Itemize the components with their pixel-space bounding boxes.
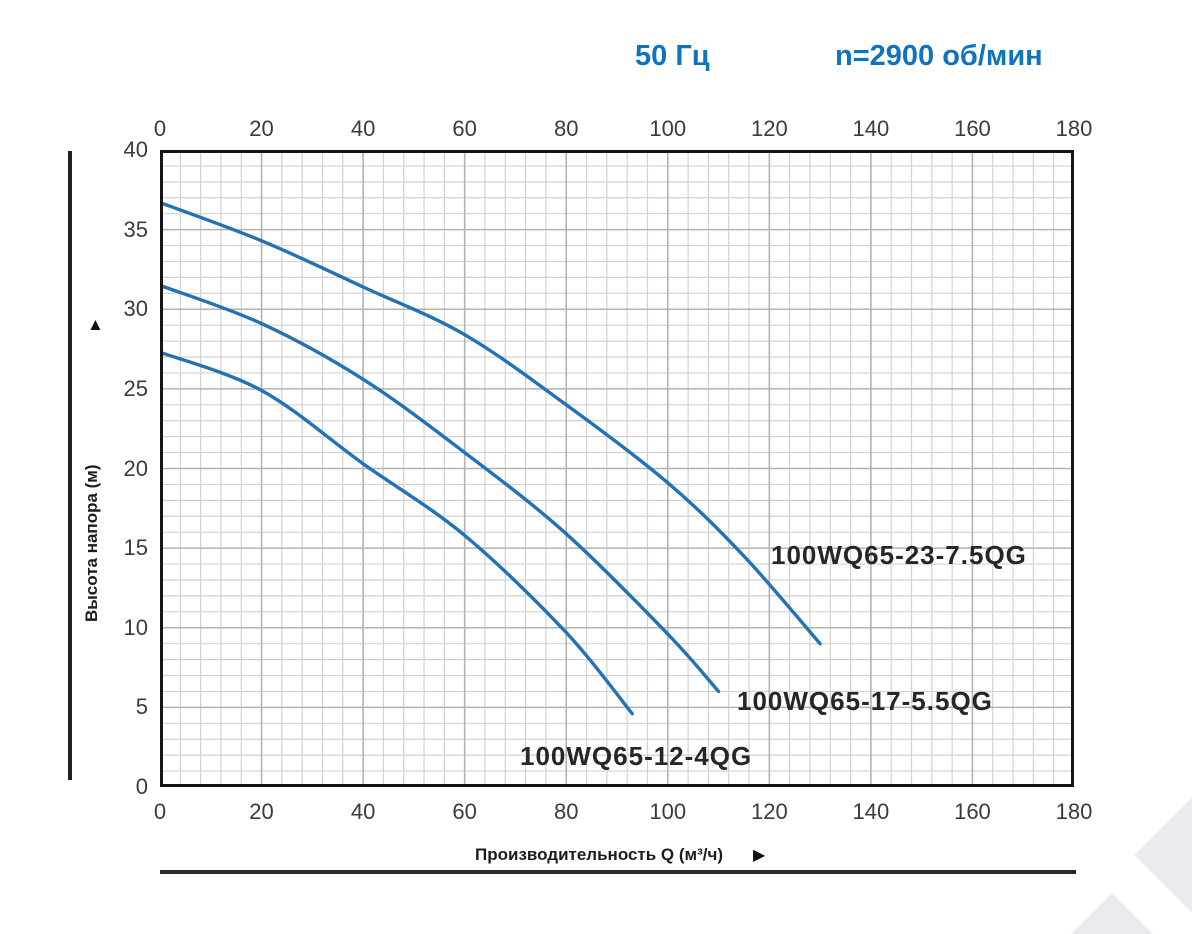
y-axis-tick-label: 20 [123,455,148,481]
y-axis-tick-label: 35 [123,216,148,242]
y-axis-tick-label: 0 [135,774,148,799]
curve-label-100WQ65-17-5.5QG: 100WQ65-17-5.5QG [737,686,993,716]
x-axis-title-row: Производительность Q (м³/ч) ▶ [475,845,765,865]
y-axis-up-arrow-icon: ▲ [87,315,104,334]
curve-label-100WQ65-23-7.5QG: 100WQ65-23-7.5QG [771,540,1027,570]
y-axis-tick-label: 10 [123,614,148,640]
x-axis-top-tick-label: 140 [852,116,890,141]
y-axis-tick-label: 40 [123,137,148,162]
x-axis-bottom-tick-label: 40 [350,799,376,824]
y-axis-tick-label: 5 [135,694,148,720]
x-axis-top-tick-label: 60 [452,116,477,141]
x-axis-bottom-tick-label: 60 [452,799,477,824]
plot-svg [160,150,1074,787]
x-axis-bottom-tick-label: 180 [1055,799,1093,824]
y-axis-tick-label: 25 [123,375,148,401]
x-axis-top-tick-label: 20 [249,116,274,141]
x-axis-bottom-tick-label: 80 [553,799,579,824]
x-axis-right-arrow-icon: ▶ [753,847,766,864]
x-axis-top-tick-label: 40 [350,116,376,141]
x-axis-title: Производительность Q (м³/ч) [475,845,724,864]
pump-curve-100WQ65-23-7.5QG [160,200,822,646]
x-axis-bottom-tick-label: 0 [153,799,167,824]
x-axis-top-tick-label: 120 [750,116,788,141]
bottom-rule [160,870,1076,874]
curve-label-100WQ65-12-4QG: 100WQ65-12-4QG [520,741,753,771]
plot-border [160,150,1074,787]
y-axis-tick-label: 15 [123,535,148,561]
y-axis-title: Высота напора (м) [82,464,101,622]
rotation-speed-label: n=2900 об/мин [835,40,1043,72]
pump-curve-100WQ65-12-4QG [160,350,634,716]
frequency-label: 50 Гц [635,40,710,72]
left-axis-rule [68,151,72,780]
x-axis-top-tick-label: 100 [649,116,687,141]
y-axis-tick-label: 30 [123,296,148,322]
x-axis-top-tick-label: 160 [954,116,991,141]
watermark-shape [1013,893,1192,934]
x-axis-bottom-tick-label: 140 [852,799,890,824]
watermark-shape [1134,784,1192,926]
x-axis-top-tick-label: 180 [1055,116,1093,141]
x-axis-top-tick-label: 80 [553,116,579,141]
x-axis-bottom-tick-label: 20 [249,799,274,824]
x-axis-bottom-tick-label: 100 [649,799,687,824]
pump-curve-100WQ65-17-5.5QG [160,283,721,694]
x-axis-bottom-tick-label: 120 [750,799,788,824]
x-axis-top-tick-label: 0 [153,116,167,141]
x-axis-bottom-tick-label: 160 [954,799,991,824]
